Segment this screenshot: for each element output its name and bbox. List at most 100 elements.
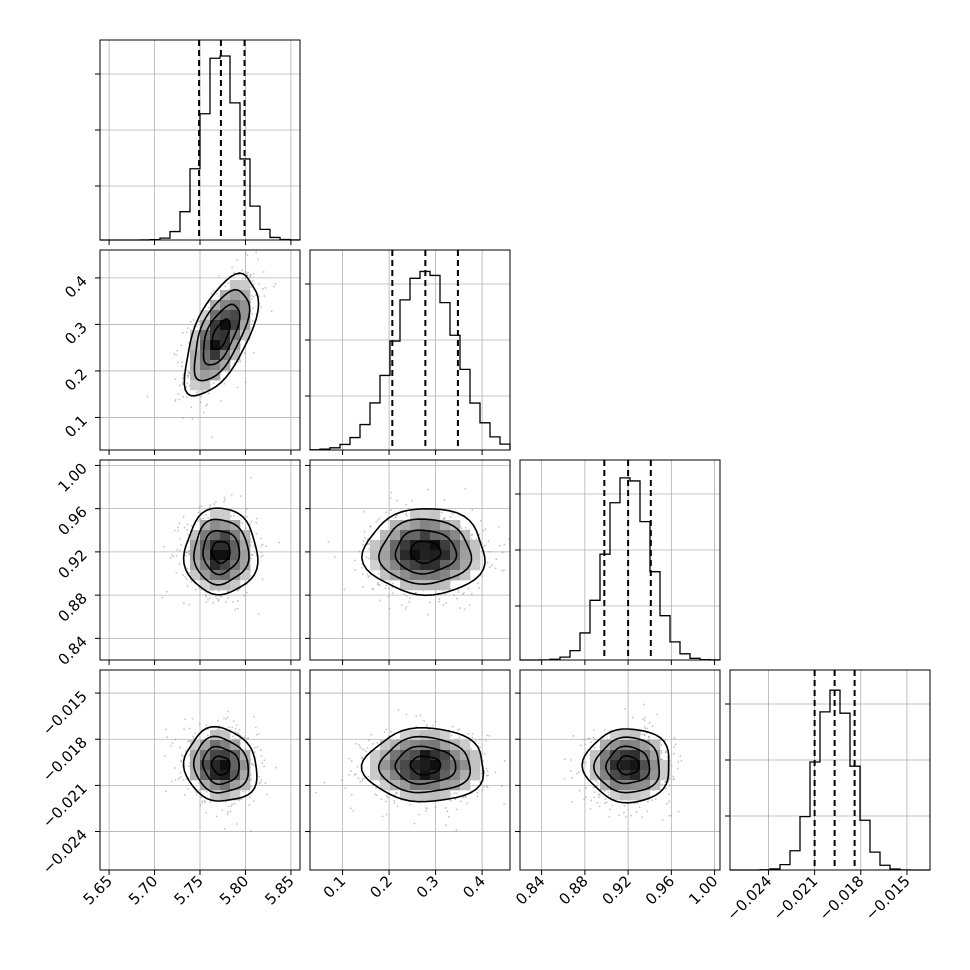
xtick-label-p1-1: 0.2 (366, 872, 396, 902)
sample-point (400, 604, 403, 607)
density-cell (640, 780, 651, 791)
sample-point (354, 773, 357, 776)
density-cell (210, 510, 221, 521)
sample-point (377, 581, 379, 584)
density-cell (230, 340, 241, 351)
density-cell (440, 580, 451, 591)
sample-point (212, 289, 215, 292)
sample-point (187, 533, 190, 536)
sample-point (186, 382, 189, 385)
sample-point (453, 594, 455, 596)
density-cell (610, 750, 621, 761)
density-cell (240, 780, 251, 791)
sample-point (425, 807, 428, 810)
sample-point (587, 737, 590, 740)
sample-point (604, 802, 606, 805)
sample-point (395, 514, 398, 517)
density-cell (430, 780, 441, 791)
density-cell (240, 760, 251, 771)
sample-point (487, 774, 490, 777)
sample-point (256, 746, 259, 748)
sample-point (174, 400, 177, 403)
contour-1 (201, 745, 240, 786)
sample-point (220, 596, 223, 598)
density-cell (200, 770, 211, 781)
sample-point (673, 752, 675, 755)
sample-point (234, 727, 237, 730)
sample-point (194, 732, 196, 735)
sample-point (244, 271, 247, 273)
density-cell (240, 320, 251, 331)
xtick-label-p2-0: 0.84 (512, 872, 548, 908)
sample-point (583, 798, 586, 801)
contour-0 (210, 540, 231, 565)
hist-p1-frame (309, 249, 511, 451)
sample-point (476, 582, 479, 585)
sample-point (471, 509, 474, 511)
density-cell (450, 770, 461, 781)
density-cell (630, 740, 641, 751)
sample-point (366, 573, 369, 576)
sample-point (408, 803, 411, 806)
sample-point (261, 543, 264, 546)
sample-point (166, 736, 168, 738)
sample-point (224, 285, 227, 288)
sample-point (485, 767, 488, 770)
frame-p1-p3 (309, 669, 511, 871)
density-cell (590, 750, 601, 761)
sample-point (385, 728, 388, 731)
sample-point (177, 529, 180, 532)
sample-point (666, 756, 669, 759)
sample-point (181, 331, 184, 334)
density-cell (190, 340, 201, 351)
sample-point (443, 499, 446, 502)
sample-point (357, 777, 360, 779)
density-cell (410, 520, 421, 531)
density-cell (420, 520, 431, 531)
sample-point (198, 320, 200, 323)
sample-point (367, 739, 370, 742)
sample-point (252, 764, 255, 767)
sample-point (171, 553, 174, 556)
sample-point (200, 505, 203, 508)
sample-point (463, 608, 466, 610)
sample-point (250, 762, 253, 765)
sample-point (232, 600, 234, 603)
density-cell (450, 560, 461, 571)
sample-point (257, 258, 259, 261)
density-cell (230, 540, 241, 551)
density-cell (200, 520, 211, 531)
density-cell (640, 760, 651, 771)
sample-point (174, 398, 177, 401)
sample-point (182, 779, 185, 781)
density-cell (420, 740, 431, 751)
density-cell (190, 330, 201, 341)
density-cell (420, 790, 431, 801)
sample-point (467, 733, 470, 735)
sample-point (471, 732, 474, 735)
sample-point (595, 780, 597, 783)
sample-point (230, 515, 232, 518)
density-cell (230, 790, 241, 801)
sample-point (245, 508, 248, 510)
sample-point (385, 511, 388, 514)
density-cell (210, 730, 221, 741)
sample-point (393, 799, 396, 802)
density-cell (440, 760, 451, 771)
ytick-label-p1-0: 0.1 (61, 412, 91, 442)
sample-point (187, 374, 189, 377)
xtick-label-p1-0: 0.1 (320, 872, 350, 902)
sample-point (460, 527, 463, 530)
density-cell (460, 550, 471, 561)
sample-point (361, 777, 364, 780)
sample-point (646, 727, 648, 730)
sample-point (444, 592, 447, 595)
density-cell (460, 740, 471, 751)
density-cell (630, 760, 641, 771)
density-cell (190, 380, 201, 391)
sample-point (252, 283, 255, 286)
sample-point (178, 549, 181, 552)
sample-point (396, 805, 399, 808)
sample-point (173, 352, 176, 355)
sample-point (178, 522, 181, 525)
